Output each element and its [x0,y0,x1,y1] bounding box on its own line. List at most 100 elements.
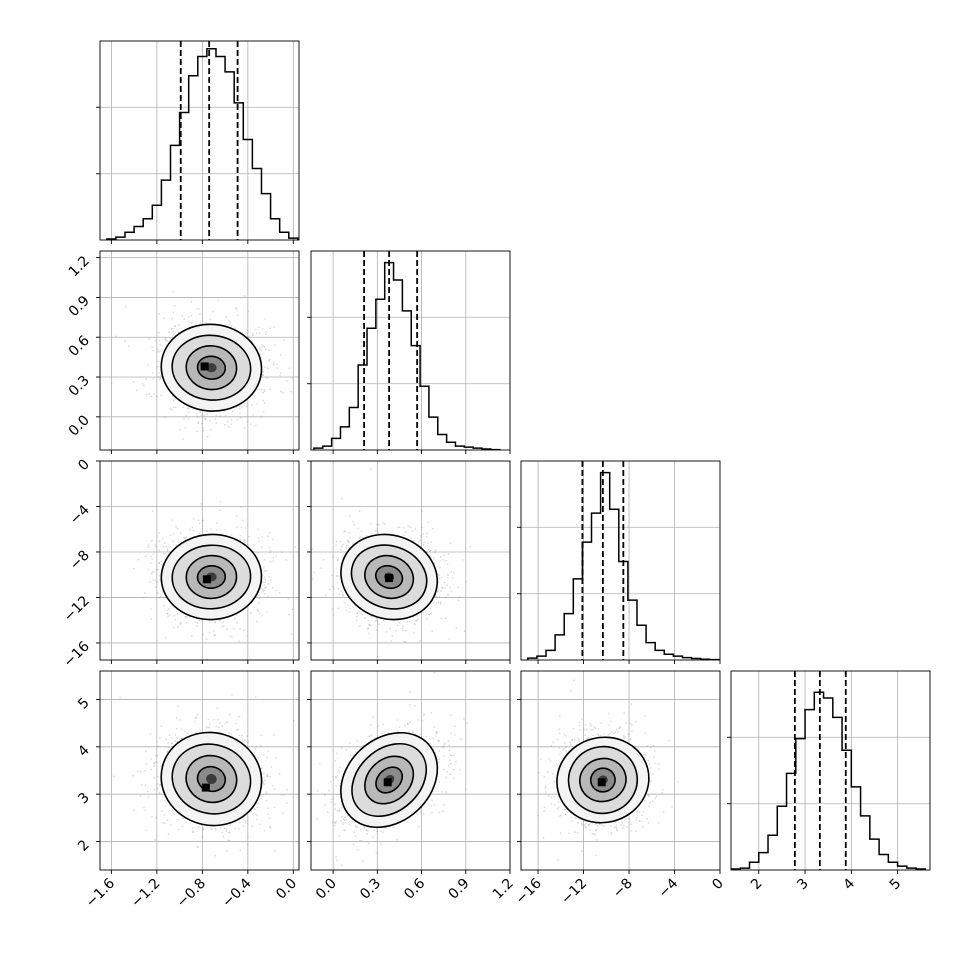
sample-point [332,588,335,590]
sample-point [557,806,560,809]
sample-point [647,759,650,762]
sample-point [336,810,339,813]
density-panel-4-2 [303,670,511,874]
sample-point [398,726,401,728]
sample-point [349,515,352,518]
sample-point [228,831,230,834]
sample-point [348,532,351,534]
sample-point [172,533,175,536]
sample-point [366,829,369,832]
y-tick-label: 5 [75,695,93,713]
sample-point [255,806,258,809]
sample-point [343,816,346,819]
sample-point [449,586,452,589]
sample-point [609,825,612,827]
sample-point [261,615,263,617]
sample-point [293,720,295,722]
sample-point [207,726,209,729]
sample-point [462,559,464,561]
sample-point [268,576,271,578]
sample-point [262,374,265,377]
hist-grid [521,461,720,660]
sample-point [556,807,559,810]
sample-point [553,803,556,806]
sample-point [583,824,586,826]
sample-point [166,612,169,615]
sample-point [559,753,561,755]
sample-point [341,556,344,559]
sample-point [557,801,560,803]
sample-point [450,590,453,592]
sample-point [216,522,218,524]
sample-point [408,691,411,693]
sample-point [414,528,417,531]
sample-point [198,619,201,622]
sample-point [352,843,355,846]
sample-point [154,339,157,342]
sample-point [169,407,172,410]
sample-point [266,611,269,613]
sample-point [329,780,332,783]
sample-point [437,739,440,742]
sample-point [603,825,605,827]
sample-point [354,824,357,827]
sample-point [419,811,422,813]
sample-point [629,738,632,741]
sample-point [164,339,167,342]
sample-point [241,738,244,741]
sample-point [455,760,457,763]
sample-point [588,828,591,831]
sample-point [440,601,442,604]
x-tick-label: 0.0 [273,876,300,903]
sample-point [338,809,341,812]
sample-point [413,632,415,634]
sample-point [158,549,161,552]
sample-point [363,827,366,830]
hist-grid [731,671,930,870]
sample-point [157,366,160,368]
sample-point [332,775,334,778]
sample-point [338,834,341,837]
sample-point [562,749,564,751]
sample-point [303,824,305,826]
sample-point [151,539,153,542]
sample-point [192,518,195,520]
sample-point [222,621,225,623]
sample-point [188,316,190,318]
sample-point [172,399,175,402]
sample-point [199,321,202,324]
sample-point [651,773,654,776]
sample-point [348,823,350,826]
sample-point [175,544,178,546]
sample-point [636,811,638,813]
sample-point [266,775,269,778]
sample-point [150,555,153,558]
sample-point [648,795,651,798]
sample-point [237,728,240,731]
sample-point [269,327,271,330]
sample-point [154,545,157,548]
sample-point [225,316,228,319]
sample-point [427,803,430,805]
sample-point [358,510,361,513]
sample-point [450,732,453,735]
sample-point [340,590,343,593]
sample-point [311,547,313,550]
sample-point [243,819,245,821]
sample-point [247,330,249,333]
sample-point [383,731,385,734]
sample-point [177,704,180,707]
sample-point [559,832,562,835]
sample-point [260,767,263,770]
sample-point [458,596,461,599]
sample-point [147,795,150,798]
sample-point [218,619,221,622]
sample-point [186,732,188,734]
sample-point [558,747,560,749]
sample-point [587,736,590,739]
sample-point [260,388,263,391]
sample-point [579,729,582,731]
sample-point [375,629,378,631]
sample-point [156,787,159,790]
sample-point [274,344,276,346]
